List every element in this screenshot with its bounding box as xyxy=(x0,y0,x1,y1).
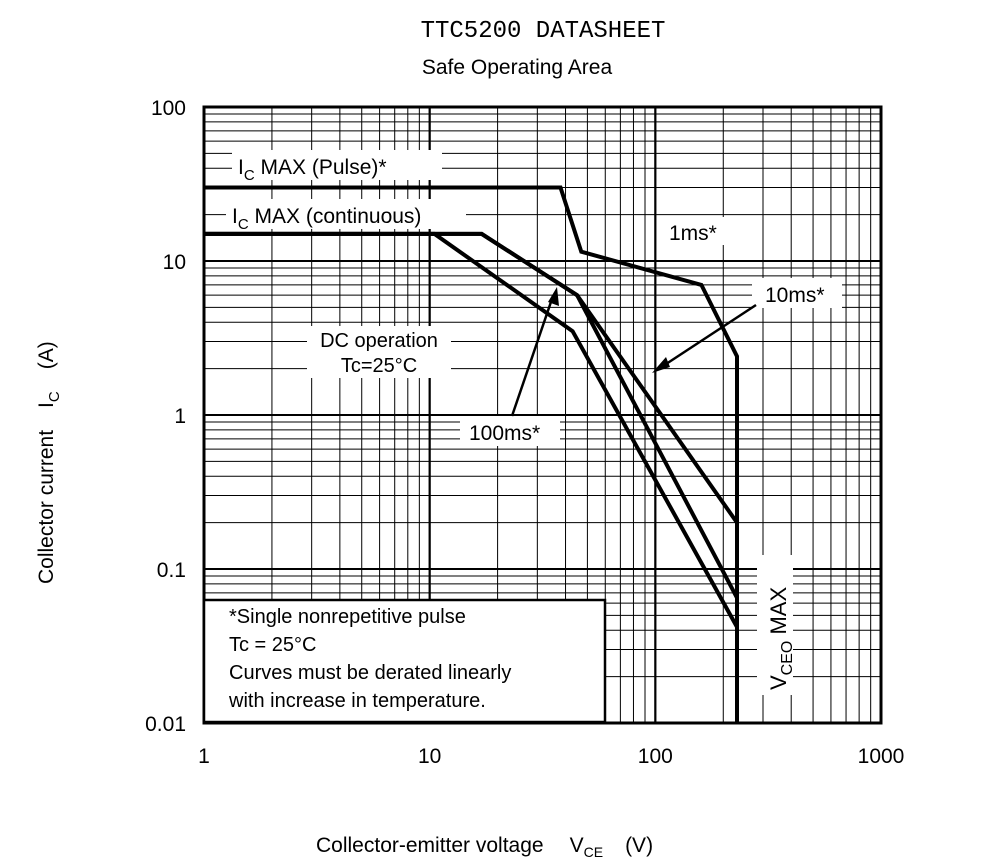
ic-pulse-sub: C xyxy=(244,167,255,184)
x-axis-label: Collector-emitter voltage VCE (V) xyxy=(316,834,653,858)
note-line-3: Curves must be derated linearly xyxy=(229,662,511,684)
note-line-4: with increase in temperature. xyxy=(228,690,486,712)
label-dc-line1: DC operation xyxy=(320,330,438,352)
vceo-prefix: V xyxy=(766,675,791,690)
note-line-2: Tc = 25°C xyxy=(229,634,316,656)
annotation-100ms: 100ms* xyxy=(460,416,560,446)
series-line-sdc xyxy=(204,231,739,628)
x-tick-label: 100 xyxy=(638,745,673,768)
label-100ms: 100ms* xyxy=(469,422,540,445)
y-tick-label: 100 xyxy=(151,97,186,120)
arrow-100ms xyxy=(510,287,559,417)
svg-text:VCEO MAX: VCEO MAX xyxy=(766,587,796,690)
vceo-sub: CEO xyxy=(779,641,796,676)
ic-pulse-prefix: I xyxy=(238,156,244,179)
y-tick-label: 1 xyxy=(174,405,186,428)
ic-cont-text: MAX (continuous) xyxy=(249,205,422,228)
label-1ms: 1ms* xyxy=(669,222,717,245)
x-label-symbol: V xyxy=(570,834,584,857)
ic-cont-sub: C xyxy=(238,216,249,233)
ic-pulse-text: MAX (Pulse)* xyxy=(255,156,387,179)
chart-subtitle: Safe Operating Area xyxy=(422,56,613,79)
vceo-text: MAX xyxy=(766,587,791,641)
annotation-ic-max-cont: IC MAX (continuous) xyxy=(226,199,466,233)
y-tick-label: 10 xyxy=(163,251,186,274)
x-label-text: Collector-emitter voltage xyxy=(316,834,544,857)
series-line-s1ms xyxy=(204,185,739,723)
x-label-sub: CE xyxy=(584,844,603,858)
annotation-1ms: 1ms* xyxy=(660,217,730,245)
series-group xyxy=(204,185,739,723)
annotation-ic-max-pulse: IC MAX (Pulse)* xyxy=(232,150,442,184)
note-line-1: *Single nonrepetitive pulse xyxy=(229,606,466,628)
y-axis-label: Collector current IC (A) xyxy=(35,341,63,584)
annotation-10ms: 10ms* xyxy=(752,278,842,308)
x-tick-label: 1000 xyxy=(858,745,905,768)
y-tick-label: 0.01 xyxy=(145,713,186,736)
arrow-10ms xyxy=(652,303,757,373)
ic-cont-prefix: I xyxy=(232,205,238,228)
tick-labels: 1 10 100 1000 100 10 1 0.1 0.01 xyxy=(145,97,904,768)
y-label-sub: C xyxy=(46,391,63,402)
y-label-text: Collector current xyxy=(35,430,58,584)
chart-title: TTC5200 DATASHEET xyxy=(421,18,666,45)
x-tick-label: 1 xyxy=(198,745,210,768)
x-tick-label: 10 xyxy=(418,745,441,768)
svg-text:IC MAX (continuous): IC MAX (continuous) xyxy=(232,205,421,233)
label-dc-line2: Tc=25°C xyxy=(341,355,417,377)
y-tick-label: 0.1 xyxy=(157,559,186,582)
svg-text:IC MAX (Pulse)*: IC MAX (Pulse)* xyxy=(238,156,387,184)
label-10ms: 10ms* xyxy=(765,284,825,307)
y-label-unit: (A) xyxy=(35,341,58,369)
y-label-symbol: I xyxy=(35,402,58,408)
annotation-vceo: VCEO MAX xyxy=(757,555,796,695)
note-box: *Single nonrepetitive pulse Tc = 25°C Cu… xyxy=(202,598,607,724)
x-label-unit: (V) xyxy=(625,834,653,857)
annotation-dc: DC operation Tc=25°C xyxy=(307,326,451,378)
